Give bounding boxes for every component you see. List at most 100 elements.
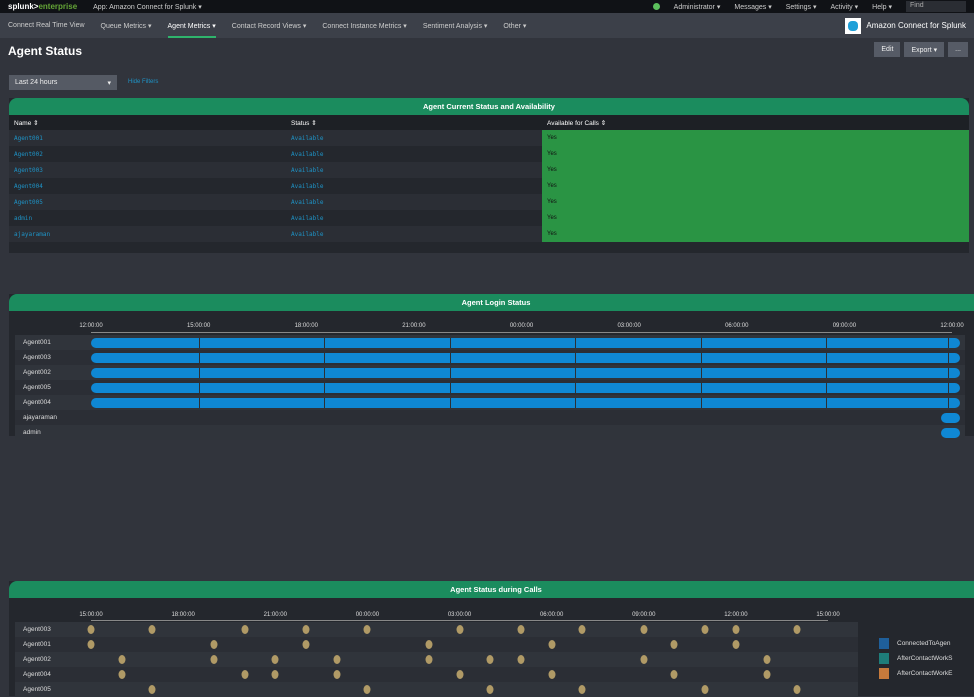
login-bar[interactable] xyxy=(91,368,960,378)
call-event-dot[interactable] xyxy=(210,640,218,649)
agent-name-cell[interactable]: Agent001 xyxy=(9,130,286,146)
agent-name-cell[interactable]: Agent002 xyxy=(14,150,43,158)
nav-agent-metrics[interactable]: Agent Metrics ▾ xyxy=(167,14,216,38)
bar-segment-divider xyxy=(198,383,200,393)
nav-queue-metrics[interactable]: Queue Metrics ▾ xyxy=(100,22,152,30)
bar-segment-divider xyxy=(700,398,702,408)
call-event-dot[interactable] xyxy=(456,625,463,634)
legend-item[interactable]: AfterContactWorkE xyxy=(879,666,953,681)
call-event-dot[interactable] xyxy=(763,655,771,664)
agent-name-cell[interactable]: Agent003 xyxy=(9,162,286,178)
login-bar[interactable] xyxy=(91,338,960,348)
splunk-logo[interactable]: splunk>enterprise xyxy=(8,2,77,11)
call-event-dot[interactable] xyxy=(118,655,126,664)
menu-messages[interactable]: Messages ▾ xyxy=(734,3,772,11)
agent-name-cell[interactable]: ajayaraman xyxy=(9,226,286,242)
edit-button[interactable]: Edit xyxy=(874,42,901,57)
app-logo-icon xyxy=(845,17,862,34)
col-name[interactable]: Name ⇕ xyxy=(9,115,286,130)
call-event-dot[interactable] xyxy=(241,670,249,679)
call-event-dot[interactable] xyxy=(793,625,801,634)
login-bar[interactable] xyxy=(941,413,960,423)
call-event-dot[interactable] xyxy=(793,685,801,694)
call-event-dot[interactable] xyxy=(456,670,463,679)
call-event-dot[interactable] xyxy=(640,625,648,634)
call-event-dot[interactable] xyxy=(486,685,494,694)
call-event-dot[interactable] xyxy=(87,640,95,649)
call-event-dot[interactable] xyxy=(763,670,771,679)
call-event-dot[interactable] xyxy=(548,640,556,649)
call-event-dot[interactable] xyxy=(148,625,156,634)
call-event-dot[interactable] xyxy=(670,670,678,679)
hide-filters-link[interactable]: Hide Filters xyxy=(128,79,159,85)
call-event-dot[interactable] xyxy=(732,640,740,649)
call-event-dot[interactable] xyxy=(425,655,433,664)
bar-segment-divider xyxy=(700,383,702,393)
menu-activity[interactable]: Activity ▾ xyxy=(830,3,859,11)
call-event-dot[interactable] xyxy=(271,670,279,679)
nav-connect-instance-metrics[interactable]: Connect Instance Metrics ▾ xyxy=(322,22,407,30)
nav-sentiment-analysis[interactable]: Sentiment Analysis ▾ xyxy=(422,22,488,30)
call-event-dot[interactable] xyxy=(517,625,525,634)
call-event-dot[interactable] xyxy=(302,640,310,649)
menu-help[interactable]: Help ▾ xyxy=(872,3,892,11)
agent-label: Agent001 xyxy=(23,641,51,648)
login-bar[interactable] xyxy=(91,398,960,408)
call-event-dot[interactable] xyxy=(210,655,218,664)
export-button[interactable]: Export ▾ xyxy=(904,42,945,57)
agent-label: Agent004 xyxy=(23,399,51,406)
bar-segment-divider xyxy=(575,383,577,393)
col-available[interactable]: Available for Calls ⇕ xyxy=(542,115,969,130)
bar-segment-divider xyxy=(826,368,828,378)
nav-contact-record-views[interactable]: Contact Record Views ▾ xyxy=(231,22,307,30)
call-event-dot[interactable] xyxy=(333,670,341,679)
call-event-dot[interactable] xyxy=(271,655,279,664)
call-event-dot[interactable] xyxy=(578,685,586,694)
call-event-dot[interactable] xyxy=(578,625,586,634)
call-event-dot[interactable] xyxy=(302,625,310,634)
legend-item[interactable]: ConnectedToAgen xyxy=(879,636,953,651)
call-event-dot[interactable] xyxy=(148,685,156,694)
login-bar[interactable] xyxy=(91,383,960,393)
bar-segment-divider xyxy=(948,338,950,348)
call-event-dot[interactable] xyxy=(87,625,95,634)
more-button[interactable]: ... xyxy=(948,42,968,57)
agent-label: Agent005 xyxy=(23,384,51,391)
available-cell: Yes xyxy=(542,226,969,242)
menu-settings[interactable]: Settings ▾ xyxy=(785,3,817,11)
bar-segment-divider xyxy=(826,398,828,408)
call-event-dot[interactable] xyxy=(670,640,678,649)
col-status[interactable]: Status ⇕ xyxy=(286,115,542,130)
nav-connect-real-time[interactable]: Connect Real Time View xyxy=(8,22,85,29)
find-input[interactable]: Find xyxy=(906,1,966,12)
table-row: Agent002 Available Yes xyxy=(9,146,969,162)
menu-administrator[interactable]: Administrator ▾ xyxy=(673,3,721,11)
call-event-dot[interactable] xyxy=(425,640,433,649)
call-event-dot[interactable] xyxy=(333,655,341,664)
login-bar[interactable] xyxy=(941,428,960,438)
call-event-dot[interactable] xyxy=(640,655,648,664)
top-bar: splunk>enterprise App: Amazon Connect fo… xyxy=(0,0,974,13)
time-range-picker[interactable]: Last 24 hours ▾ xyxy=(9,75,117,90)
call-event-dot[interactable] xyxy=(486,655,494,664)
agent-name-cell[interactable]: Agent005 xyxy=(9,194,286,210)
call-event-dot[interactable] xyxy=(118,670,126,679)
agent-name-cell[interactable]: admin xyxy=(14,214,33,222)
legend-item[interactable]: AfterContactWorkS xyxy=(879,651,953,666)
axis-tick-label: 06:00:00 xyxy=(725,323,749,329)
page-title: Agent Status xyxy=(8,44,83,58)
legend-swatch xyxy=(879,668,889,679)
call-event-dot[interactable] xyxy=(701,625,709,634)
agent-name-cell[interactable]: Agent004 xyxy=(14,182,43,190)
call-event-dot[interactable] xyxy=(701,685,709,694)
nav-other[interactable]: Other ▾ xyxy=(503,22,527,30)
app-nav: Connect Real Time View Queue Metrics ▾ A… xyxy=(0,13,974,38)
call-event-dot[interactable] xyxy=(548,670,556,679)
call-event-dot[interactable] xyxy=(732,625,740,634)
call-event-dot[interactable] xyxy=(363,625,371,634)
call-event-dot[interactable] xyxy=(517,655,525,664)
app-menu[interactable]: App: Amazon Connect for Splunk ▾ xyxy=(93,3,202,11)
call-event-dot[interactable] xyxy=(241,625,249,634)
call-event-dot[interactable] xyxy=(363,685,371,694)
login-bar[interactable] xyxy=(91,353,960,363)
